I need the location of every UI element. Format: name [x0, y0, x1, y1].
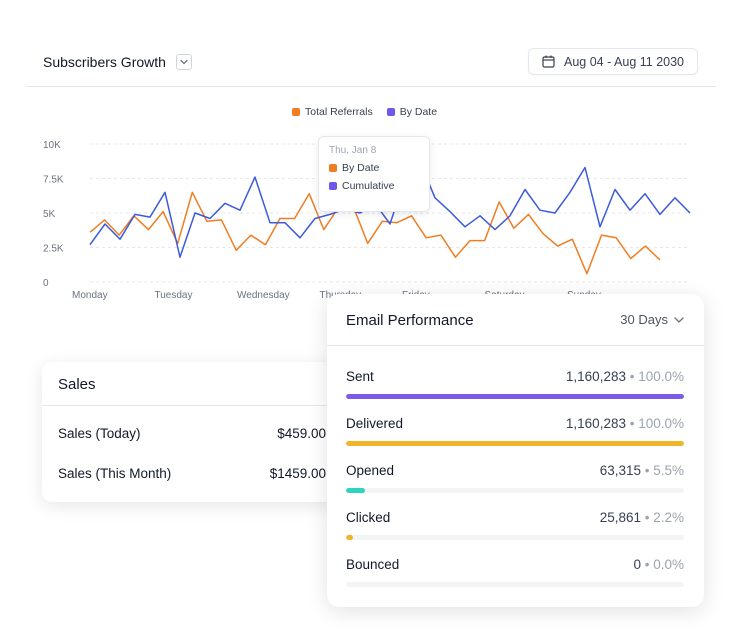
metric-value: 63,315 [599, 463, 641, 478]
metric-label: Sent [346, 369, 374, 384]
metric-label: Delivered [346, 416, 404, 431]
x-tick-label: Wednesday [237, 290, 290, 301]
email-title: Email Performance [346, 312, 474, 329]
email-divider [327, 345, 704, 346]
calendar-icon [542, 55, 555, 68]
metric-bar-track [346, 582, 684, 587]
y-tick-label: 7.5K [43, 175, 64, 186]
legend-label: Total Referrals [305, 106, 373, 118]
chart-legend: Total Referrals By Date [292, 106, 437, 118]
metric-bounced: Bounced 0 • 0.0% [346, 557, 684, 587]
metric-sent: Sent 1,160,283 • 100.0% [346, 369, 684, 399]
tooltip-label: Cumulative [342, 180, 395, 192]
legend-item-by-date[interactable]: By Date [386, 106, 438, 118]
chart-tooltip: Thu, Jan 8 By Date Cumulative [318, 136, 430, 212]
metric-value: 1,160,283 [565, 369, 626, 384]
sales-title: Sales [58, 376, 96, 393]
metric-value: 1,160,283 [565, 416, 626, 431]
metric-percent: • 0.0% [644, 557, 684, 572]
tooltip-date: Thu, Jan 8 [329, 145, 377, 156]
series-line-total-referrals [89, 191, 661, 275]
y-tick-label: 2.5K [43, 244, 64, 255]
sales-row-month: Sales (This Month) $1459.00 [58, 466, 326, 481]
metric-opened: Opened 63,315 • 5.5% [346, 463, 684, 493]
metric-percent: • 2.2% [644, 510, 684, 525]
metric-percent: • 100.0% [629, 369, 684, 384]
x-tick-label: Tuesday [155, 290, 193, 301]
sales-row-label: Sales (This Month) [58, 466, 172, 481]
y-tick-label: 10K [43, 140, 61, 151]
y-tick-label: 0 [43, 278, 49, 289]
metric-percent: • 100.0% [629, 416, 684, 431]
date-range-label: Aug 04 - Aug 11 2030 [564, 54, 685, 69]
metric-label: Opened [346, 463, 395, 478]
range-dropdown[interactable]: 30 Days [620, 312, 684, 327]
tooltip-swatch [329, 164, 337, 172]
metric-delivered: Delivered 1,160,283 • 100.0% [346, 416, 684, 446]
tooltip-label: By Date [342, 162, 380, 174]
tooltip-swatch [329, 182, 337, 190]
sales-row-label: Sales (Today) [58, 426, 141, 441]
chart-title: Subscribers Growth [43, 54, 166, 70]
metric-label: Clicked [346, 510, 391, 525]
chevron-down-icon [180, 59, 188, 65]
metric-bar-fill [346, 394, 684, 399]
sales-row-value: $459.00 [277, 426, 326, 441]
sales-card: Sales Sales (Today) $459.00 Sales (This … [42, 362, 342, 502]
metric-clicked: Clicked 25,861 • 2.2% [346, 510, 684, 540]
metric-bar-fill [346, 535, 354, 540]
metric-bar-track [346, 394, 684, 399]
metric-value: 25,861 [599, 510, 641, 525]
tooltip-row-by-date: By Date [329, 162, 419, 174]
metric-bar-fill [346, 441, 684, 446]
x-tick-label: Monday [72, 290, 108, 301]
legend-label: By Date [399, 106, 438, 118]
range-label: 30 Days [620, 312, 668, 327]
legend-swatch [386, 108, 395, 116]
metric-bar-fill [346, 488, 365, 493]
metric-bar-track [346, 488, 684, 493]
tooltip-row-cumulative: Cumulative [329, 180, 419, 192]
header-divider [26, 86, 716, 87]
sales-row-value: $1459.00 [269, 466, 326, 481]
sales-row-today: Sales (Today) $459.00 [58, 426, 326, 441]
series-line-by-date [89, 161, 691, 258]
metric-label: Bounced [346, 557, 400, 572]
chart-selector-button[interactable] [176, 54, 192, 70]
legend-swatch [292, 108, 300, 116]
sales-divider [42, 405, 342, 406]
y-tick-label: 5K [43, 209, 56, 220]
legend-item-total-referrals[interactable]: Total Referrals [292, 106, 373, 118]
metric-value: 0 [633, 557, 641, 572]
date-range-button[interactable]: Aug 04 - Aug 11 2030 [528, 48, 698, 75]
metric-bar-track [346, 535, 684, 540]
metric-bar-track [346, 441, 684, 446]
email-performance-card: Email Performance 30 Days Sent 1,160,283… [327, 294, 704, 607]
chevron-down-icon [674, 316, 684, 323]
metric-percent: • 5.5% [644, 463, 684, 478]
